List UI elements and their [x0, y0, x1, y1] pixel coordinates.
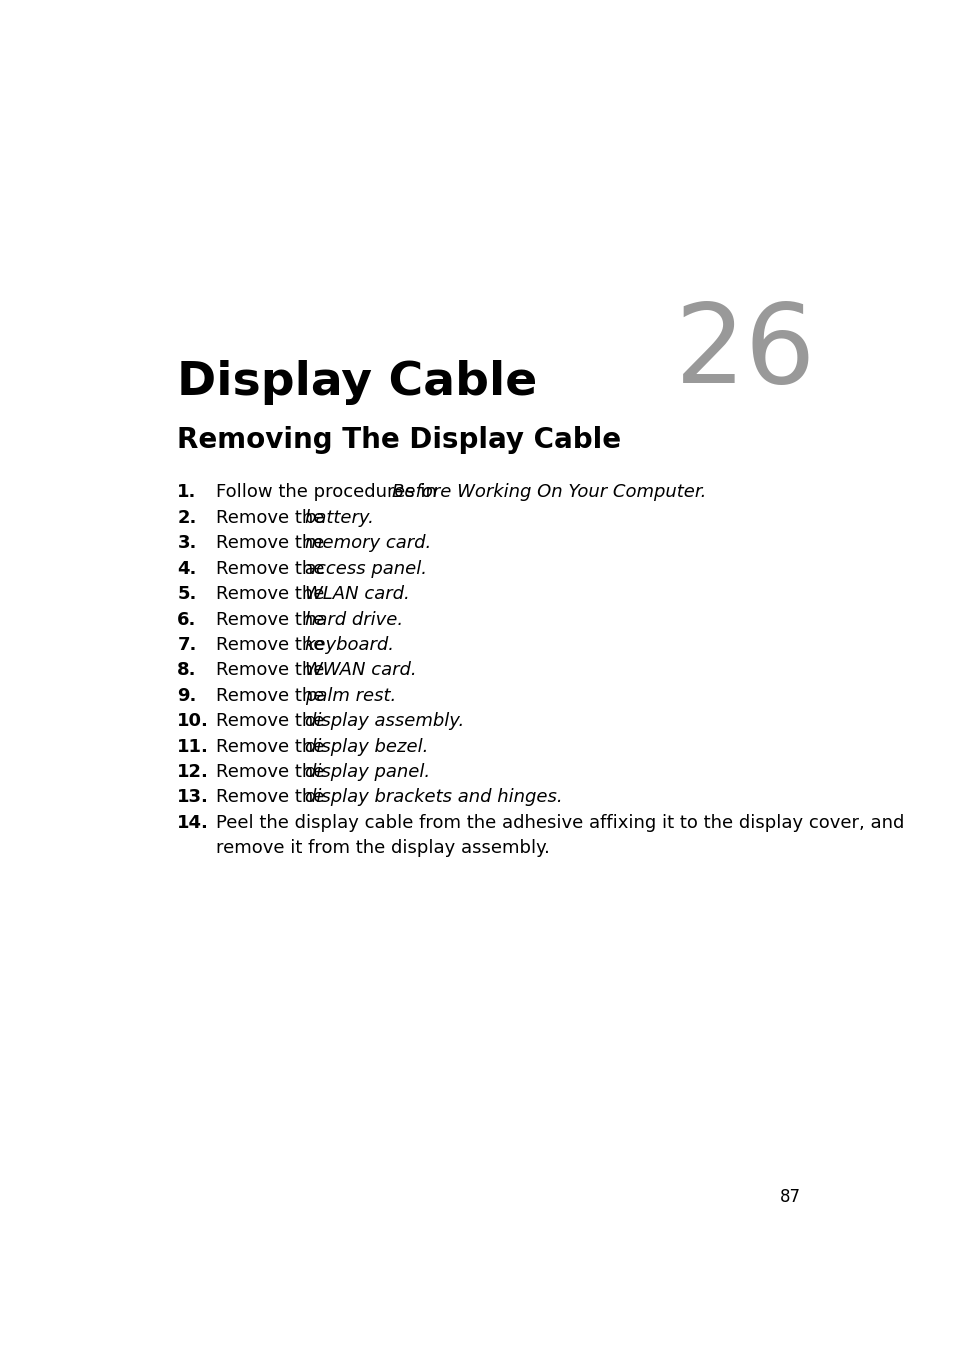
Text: 9.: 9. — [177, 687, 196, 705]
Text: display panel.: display panel. — [304, 764, 429, 781]
Text: Remove the: Remove the — [216, 661, 330, 679]
Text: 3.: 3. — [177, 534, 196, 552]
Text: Remove the: Remove the — [216, 611, 330, 628]
Text: remove it from the display assembly.: remove it from the display assembly. — [216, 839, 550, 858]
Text: Removing The Display Cable: Removing The Display Cable — [177, 426, 620, 454]
Text: Remove the: Remove the — [216, 687, 330, 705]
Text: 7.: 7. — [177, 637, 196, 654]
Text: 6.: 6. — [177, 611, 196, 628]
Text: Remove the: Remove the — [216, 788, 330, 806]
Text: Before Working On Your Computer.: Before Working On Your Computer. — [392, 484, 705, 501]
Text: Remove the: Remove the — [216, 637, 330, 654]
Text: 14.: 14. — [177, 814, 209, 832]
Text: keyboard.: keyboard. — [304, 637, 395, 654]
Text: Follow the procedures in: Follow the procedures in — [216, 484, 442, 501]
Text: display assembly.: display assembly. — [304, 712, 463, 731]
Text: Remove the: Remove the — [216, 764, 330, 781]
Text: 1.: 1. — [177, 484, 196, 501]
Text: Remove the: Remove the — [216, 738, 330, 755]
Text: Display Cable: Display Cable — [177, 361, 537, 406]
Text: access panel.: access panel. — [304, 560, 426, 578]
Text: WLAN card.: WLAN card. — [304, 585, 409, 604]
Text: memory card.: memory card. — [304, 534, 431, 552]
Text: Remove the: Remove the — [216, 560, 330, 578]
Text: 11.: 11. — [177, 738, 209, 755]
Text: 8.: 8. — [177, 661, 196, 679]
Text: 87: 87 — [779, 1188, 800, 1206]
Text: display bezel.: display bezel. — [304, 738, 428, 755]
Text: 10.: 10. — [177, 712, 209, 731]
Text: Remove the: Remove the — [216, 510, 330, 527]
Text: 4.: 4. — [177, 560, 196, 578]
Text: WWAN card.: WWAN card. — [304, 661, 416, 679]
Text: Remove the: Remove the — [216, 585, 330, 604]
Text: 26: 26 — [675, 299, 816, 406]
Text: 13.: 13. — [177, 788, 209, 806]
Text: 12.: 12. — [177, 764, 209, 781]
Text: Remove the: Remove the — [216, 712, 330, 731]
Text: battery.: battery. — [304, 510, 375, 527]
Text: hard drive.: hard drive. — [304, 611, 402, 628]
Text: Peel the display cable from the adhesive affixing it to the display cover, and: Peel the display cable from the adhesive… — [216, 814, 903, 832]
Text: palm rest.: palm rest. — [304, 687, 395, 705]
Text: Remove the: Remove the — [216, 534, 330, 552]
Text: display brackets and hinges.: display brackets and hinges. — [304, 788, 561, 806]
Text: 5.: 5. — [177, 585, 196, 604]
Text: 2.: 2. — [177, 510, 196, 527]
